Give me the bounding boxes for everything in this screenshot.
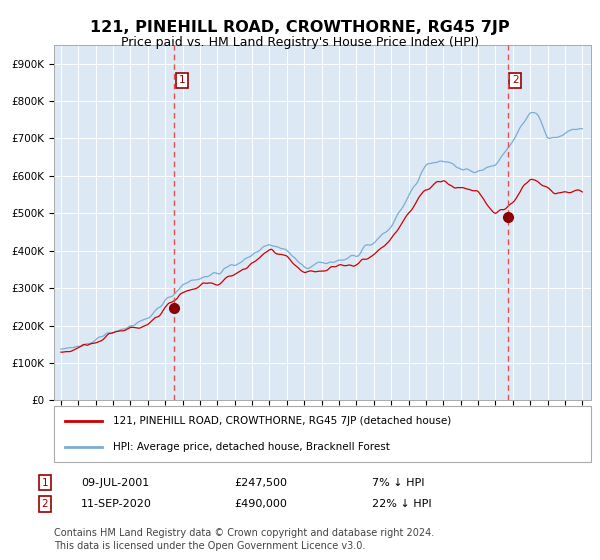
Text: 1: 1 (179, 76, 185, 85)
FancyBboxPatch shape (54, 406, 591, 462)
Text: 2: 2 (512, 76, 518, 85)
Text: £247,500: £247,500 (234, 478, 287, 488)
Text: 121, PINEHILL ROAD, CROWTHORNE, RG45 7JP: 121, PINEHILL ROAD, CROWTHORNE, RG45 7JP (90, 20, 510, 35)
Text: 2: 2 (41, 499, 49, 509)
Text: 11-SEP-2020: 11-SEP-2020 (81, 499, 152, 509)
Text: 22% ↓ HPI: 22% ↓ HPI (372, 499, 431, 509)
Text: 121, PINEHILL ROAD, CROWTHORNE, RG45 7JP (detached house): 121, PINEHILL ROAD, CROWTHORNE, RG45 7JP… (113, 416, 451, 426)
Text: 7% ↓ HPI: 7% ↓ HPI (372, 478, 425, 488)
Text: 1: 1 (41, 478, 49, 488)
Text: Contains HM Land Registry data © Crown copyright and database right 2024.
This d: Contains HM Land Registry data © Crown c… (54, 528, 434, 550)
Text: £490,000: £490,000 (234, 499, 287, 509)
Text: 09-JUL-2001: 09-JUL-2001 (81, 478, 149, 488)
Text: HPI: Average price, detached house, Bracknell Forest: HPI: Average price, detached house, Brac… (113, 442, 390, 452)
Text: Price paid vs. HM Land Registry's House Price Index (HPI): Price paid vs. HM Land Registry's House … (121, 36, 479, 49)
